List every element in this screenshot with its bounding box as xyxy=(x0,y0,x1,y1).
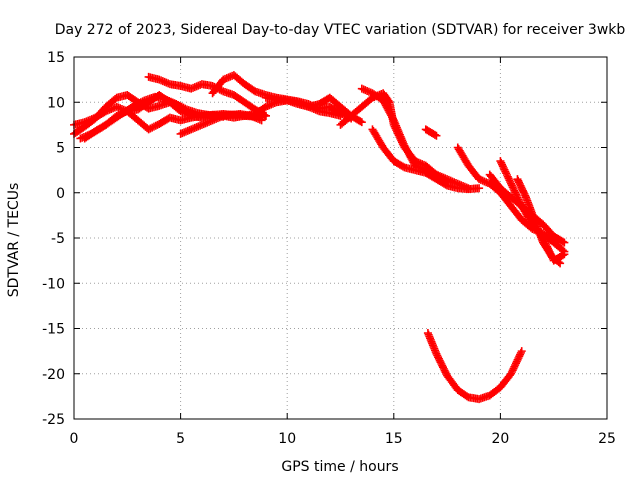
data-point-marker xyxy=(356,117,365,126)
axis-ticks: 0 5 10 15 20 25 -25 -20 -15 -10 -5 0 5 10 15 xyxy=(42,50,616,447)
data-point-marker xyxy=(357,118,366,127)
data-point-marker xyxy=(432,131,441,140)
data-point-marker xyxy=(516,198,525,207)
data-point-marker xyxy=(496,157,505,166)
data-point-marker xyxy=(177,102,186,111)
data-point-marker xyxy=(511,361,520,370)
data-point-marker xyxy=(500,165,509,174)
x-tick-label: 0 xyxy=(70,431,79,447)
data-point-marker xyxy=(497,158,506,167)
data-point-marker xyxy=(513,355,522,364)
data-point-marker xyxy=(514,354,523,363)
data-point-marker xyxy=(556,259,565,268)
data-point-marker xyxy=(508,183,517,192)
data-point-marker xyxy=(554,258,563,267)
data-point-marker xyxy=(260,110,269,119)
data-point-marker xyxy=(508,366,517,375)
y-tick-label: -25 xyxy=(42,412,65,428)
series-track-11 xyxy=(368,125,484,194)
data-point-marker xyxy=(558,251,567,260)
data-point-marker xyxy=(512,357,521,366)
y-tick-label: 5 xyxy=(56,141,65,157)
data-point-marker xyxy=(174,100,183,109)
data-point-marker xyxy=(179,103,188,112)
data-point-marker xyxy=(498,162,507,171)
series-track-8 xyxy=(261,93,366,127)
y-tick-label: 15 xyxy=(47,50,65,66)
data-point-marker xyxy=(509,184,518,193)
data-point-marker xyxy=(475,184,484,193)
data-point-marker xyxy=(502,169,511,178)
data-point-marker xyxy=(510,186,519,195)
x-tick-label: 20 xyxy=(491,431,509,447)
data-point-marker xyxy=(515,197,524,206)
data-point-marker xyxy=(129,101,138,110)
chart-title: Day 272 of 2023, Sidereal Day-to-day VTE… xyxy=(55,22,626,38)
data-point-marker xyxy=(560,250,569,259)
x-axis-label: GPS time / hours xyxy=(281,459,398,475)
data-point-marker xyxy=(136,98,145,107)
data-point-marker xyxy=(507,181,516,190)
y-tick-label: 10 xyxy=(47,95,65,111)
data-point-marker xyxy=(388,114,397,123)
plot-area xyxy=(70,71,569,404)
data-point-marker xyxy=(517,347,526,356)
data-point-marker xyxy=(507,368,516,377)
data-point-marker xyxy=(172,100,181,109)
y-tick-label: -10 xyxy=(42,276,65,292)
data-point-marker xyxy=(149,122,158,131)
data-point-marker xyxy=(505,176,514,185)
y-axis-label: SDTVAR / TECUs xyxy=(6,183,22,298)
data-point-marker xyxy=(511,188,520,197)
x-tick-label: 25 xyxy=(598,431,616,447)
data-point-marker xyxy=(261,111,270,120)
data-point-marker xyxy=(502,170,511,179)
data-point-marker xyxy=(516,348,525,357)
data-point-marker xyxy=(499,164,508,173)
data-point-marker xyxy=(133,100,142,109)
data-point-marker xyxy=(501,167,510,176)
series-track-16 xyxy=(513,175,565,268)
series-track-12 xyxy=(421,125,441,140)
data-point-marker xyxy=(503,172,512,181)
data-point-marker xyxy=(257,116,266,125)
data-point-marker xyxy=(512,191,521,200)
data-point-marker xyxy=(511,359,520,368)
y-tick-label: -15 xyxy=(42,322,65,338)
data-point-marker xyxy=(514,195,523,204)
data-point-marker xyxy=(146,124,155,133)
x-tick-label: 10 xyxy=(278,431,296,447)
data-point-marker xyxy=(148,123,157,132)
data-point-marker xyxy=(430,130,439,139)
data-point-marker xyxy=(509,364,518,373)
data-point-marker xyxy=(506,177,515,186)
data-point-marker xyxy=(138,97,147,106)
data-point-marker xyxy=(516,350,525,359)
x-tick-label: 5 xyxy=(176,431,185,447)
y-tick-label: -5 xyxy=(51,231,65,247)
y-tick-label: -20 xyxy=(42,367,65,383)
series-track-10 xyxy=(357,84,452,186)
data-point-marker xyxy=(511,190,520,199)
data-point-marker xyxy=(131,100,140,109)
data-point-marker xyxy=(151,121,160,130)
data-point-marker xyxy=(504,174,513,183)
data-point-marker xyxy=(498,160,507,169)
data-point-marker xyxy=(510,362,519,371)
data-point-marker xyxy=(560,238,569,247)
data-point-marker xyxy=(513,193,522,202)
data-point-marker xyxy=(558,237,567,246)
data-point-marker xyxy=(507,369,516,378)
data-point-marker xyxy=(507,179,516,188)
data-point-marker xyxy=(175,101,184,110)
y-tick-label: 0 xyxy=(56,186,65,202)
data-point-marker xyxy=(135,99,144,108)
data-point-marker xyxy=(181,104,190,113)
data-point-marker xyxy=(144,125,153,134)
series-track-17 xyxy=(423,329,526,404)
x-tick-label: 15 xyxy=(385,431,403,447)
data-point-marker xyxy=(515,352,524,361)
